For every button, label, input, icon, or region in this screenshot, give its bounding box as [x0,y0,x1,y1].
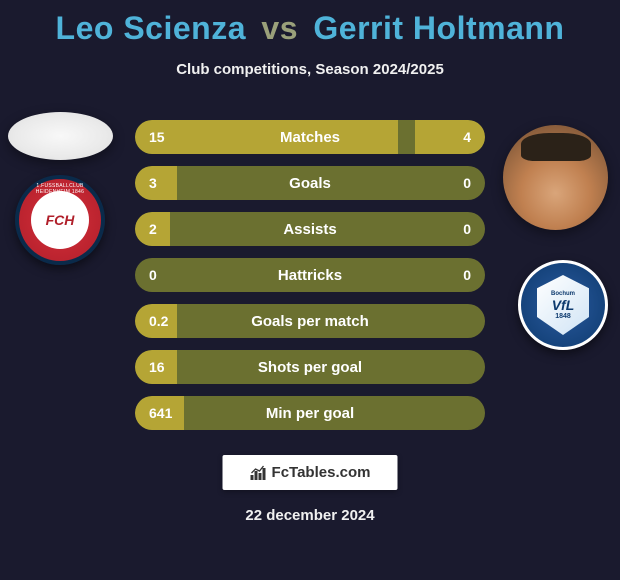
stat-label: Matches [135,129,485,146]
stat-label: Goals per match [135,313,485,330]
player2-club-badge: Bochum VfL 1848 [518,260,608,350]
player1-avatar [8,112,113,160]
club2-shield: Bochum VfL 1848 [537,275,589,335]
footer-date: 22 december 2024 [0,507,620,524]
comparison-title: Leo Scienza vs Gerrit Holtmann [0,0,620,47]
club1-abbrev: FCH [31,191,89,249]
player1-club-badge: 1.FUSSBALLCLUB HEIDENHEIM 1846 FCH [15,175,105,265]
player2-name: Gerrit Holtmann [313,10,564,46]
stat-row: 0.2Goals per match [135,304,485,338]
stat-value-right: 0 [463,221,471,237]
stat-row: 3Goals0 [135,166,485,200]
club2-abbrev: VfL [552,297,575,313]
subtitle: Club competitions, Season 2024/2025 [0,61,620,78]
chart-icon [250,465,268,481]
footer-logo-text: FcTables.com [272,464,371,481]
club2-year: 1848 [555,313,571,320]
stat-row: 641Min per goal [135,396,485,430]
stat-label: Shots per goal [135,359,485,376]
footer-logo[interactable]: FcTables.com [223,455,398,490]
stat-value-right: 4 [463,129,471,145]
club1-full-text: 1.FUSSBALLCLUB HEIDENHEIM 1846 [19,183,101,195]
stat-label: Hattricks [135,267,485,284]
player2-avatar [503,125,608,230]
stat-value-right: 0 [463,175,471,191]
stat-value-right: 0 [463,267,471,283]
player1-name: Leo Scienza [56,10,246,46]
stat-row: 0Hattricks0 [135,258,485,292]
stat-row: 16Shots per goal [135,350,485,384]
stat-label: Goals [135,175,485,192]
stat-label: Min per goal [135,405,485,422]
stats-container: 15Matches43Goals02Assists00Hattricks00.2… [135,120,485,442]
stat-row: 15Matches4 [135,120,485,154]
stat-label: Assists [135,221,485,238]
vs-text: vs [261,10,298,46]
stat-row: 2Assists0 [135,212,485,246]
